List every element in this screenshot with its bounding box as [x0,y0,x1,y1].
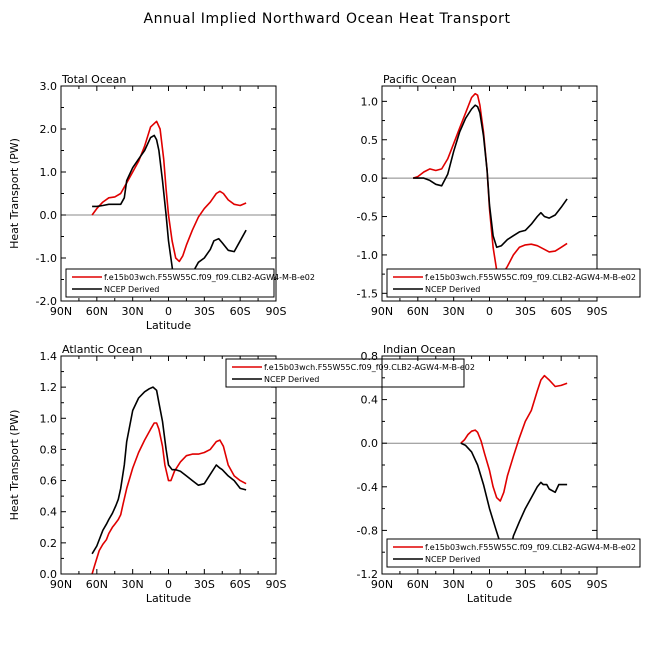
x-tick-label: 60S [230,578,251,591]
y-tick-label: 0.4 [361,394,379,407]
legend-box [225,358,465,388]
legend-box [65,268,275,298]
series-line-model [91,422,247,575]
x-tick-label: 60N [86,578,108,591]
x-axis-label: Latitude [146,592,192,605]
x-tick-label: 90N [371,578,393,591]
y-tick-label: -0.4 [357,481,378,494]
legend-label-ncep: NCEP Derived [425,555,480,564]
y-tick-label: 0.8 [40,443,58,456]
legend-box [386,268,641,298]
y-tick-label: 1.0 [40,166,58,179]
legend: f.e15b03wch.F55W55C.f09_f09.CLB2-AGW4-M-… [225,358,475,388]
legend: f.e15b03wch.F55W55C.f09_f09.CLB2-AGW4-M-… [386,268,641,298]
panel-title: Pacific Ocean [383,73,457,86]
x-tick-label: 90N [50,578,72,591]
legend: f.e15b03wch.F55W55C.f09_f09.CLB2-AGW4-M-… [65,268,315,298]
y-tick-label: -0.8 [357,524,378,537]
y-tick-label: 0.0 [40,209,58,222]
legend-label-model: f.e15b03wch.F55W55C.f09_f09.CLB2-AGW4-M-… [425,273,636,282]
y-tick-label: 3.0 [40,80,58,93]
x-tick-label: 0 [486,578,493,591]
x-tick-label: 60N [407,578,429,591]
x-tick-label: 30N [443,305,465,318]
y-tick-label: 2.0 [40,123,58,136]
x-tick-label: 60N [407,305,429,318]
legend-box [386,538,641,568]
y-tick-label: 1.4 [40,350,58,363]
x-tick-label: 30N [443,578,465,591]
series-line-ncep [91,386,247,555]
x-tick-label: 30N [122,578,144,591]
y-tick-label: 0.8 [361,350,379,363]
panel-indian-ocean: -1.2 -0.8 -0.4 0.0 0.4 0.8 90N 60N 30N 0 30S 60S 90S… [357,343,641,605]
page-title: Annual Implied Northward Ocean Heat Tran… [143,11,510,27]
y-tick-label: 0.0 [361,437,379,450]
series-line-model [460,374,568,502]
legend-label-model: f.e15b03wch.F55W55C.f09_f09.CLB2-AGW4-M-… [264,363,475,372]
legend-label-ncep: NCEP Derived [104,285,159,294]
x-tick-label: 0 [165,305,172,318]
x-tick-label: 30S [194,305,215,318]
y-tick-label: 0.6 [40,475,58,488]
x-tick-label: 90S [266,305,287,318]
panel-total-ocean: -2.0 -1.0 0.0 1.0 2.0 3.0 90N 60N 30N 0 30S 60S 90S T… [8,73,315,332]
y-tick-label: 0.5 [361,134,379,147]
y-axis-label: Heat Transport (PW) [8,410,21,521]
y-tick-label: -1.5 [357,287,378,300]
panel-title: Total Ocean [61,73,126,86]
x-tick-label: 90N [371,305,393,318]
x-tick-label: 90S [266,578,287,591]
y-tick-label: 0.0 [40,568,58,581]
x-tick-label: 60S [551,578,572,591]
x-tick-label: 60N [86,305,108,318]
y-tick-label: 1.0 [40,412,58,425]
y-tick-label: 1.2 [40,381,58,394]
x-axis-label: Latitude [467,592,513,605]
x-tick-label: 0 [165,578,172,591]
panel-title: Indian Ocean [383,343,456,356]
x-tick-label: 30S [515,305,536,318]
series-line-model [91,120,247,263]
series-line-ncep [92,134,247,287]
x-tick-label: 30S [515,578,536,591]
y-tick-label: -1.0 [357,249,378,262]
legend-label-model: f.e15b03wch.F55W55C.f09_f09.CLB2-AGW4-M-… [425,543,636,552]
x-tick-label: 30N [122,305,144,318]
legend: f.e15b03wch.F55W55C.f09_f09.CLB2-AGW4-M-… [386,538,641,568]
x-tick-label: 0 [486,305,493,318]
x-tick-label: 60S [551,305,572,318]
x-tick-label: 90N [50,305,72,318]
y-tick-label: 1.0 [361,95,379,108]
y-tick-label: 0.0 [361,172,379,185]
series-line-ncep [460,442,568,556]
y-tick-label: -2.0 [36,295,57,308]
x-axis-label: Latitude [146,319,192,332]
y-axis-label: Heat Transport (PW) [8,138,21,249]
x-tick-label: 60S [230,305,251,318]
y-tick-label: -0.5 [357,211,378,224]
legend-label-ncep: NCEP Derived [425,285,480,294]
legend-label-ncep: NCEP Derived [264,375,319,384]
y-tick-label: 0.2 [40,537,58,550]
panel-title: Atlantic Ocean [62,343,143,356]
y-tick-label: 0.4 [40,506,58,519]
panel-pacific-ocean: -1.5 -1.0 -0.5 0.0 0.5 1.0 90N 60N 30N 0 30S 60S 90S… [357,73,641,318]
x-tick-label: 90S [587,305,608,318]
series-line-ncep [413,104,568,249]
y-tick-label: -1.2 [357,568,378,581]
panel-atlantic-ocean: 0.0 0.2 0.4 0.6 0.8 1.0 1.2 1.4 90N 60N 30N 0 30S 60S… [8,343,475,605]
legend-label-model: f.e15b03wch.F55W55C.f09_f09.CLB2-AGW4-M-… [104,273,315,282]
y-tick-label: -1.0 [36,252,57,265]
x-tick-label: 90S [587,578,608,591]
x-tick-label: 30S [194,578,215,591]
